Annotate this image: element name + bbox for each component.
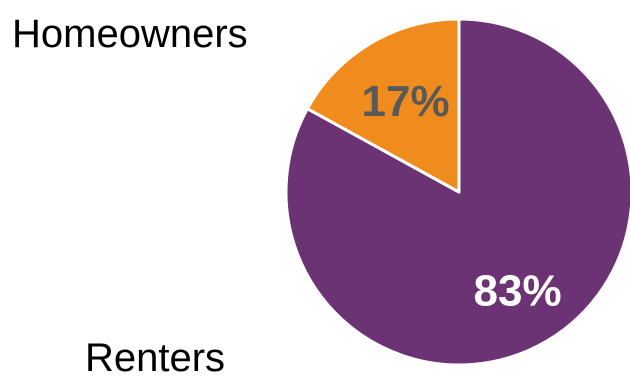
data-label-renters: 83%: [474, 266, 562, 315]
category-label-renters: Renters: [85, 336, 226, 380]
pie-slice-homeowners: [305, 17, 461, 194]
data-label-homeowners: 17%: [362, 77, 450, 126]
category-label-homeowners: Homeowners: [12, 12, 248, 56]
